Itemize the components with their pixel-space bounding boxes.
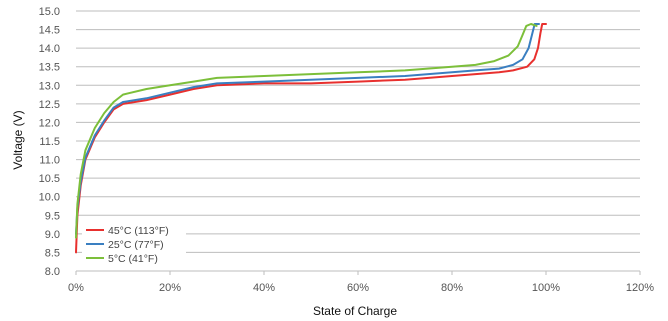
series-line-0 [75,23,547,254]
series-line-2 [75,23,538,239]
y-tick-label: 12.5 [39,99,60,111]
y-tick-label: 8.0 [45,266,60,278]
x-tick-label: 40% [253,282,275,294]
y-tick-label: 9.0 [45,229,60,241]
y-tick-label: 10.5 [39,173,60,185]
legend: 45°C (113°F) 25°C (77°F) 5°C (41°F) [82,219,186,267]
y-tick-label: 14.5 [39,25,60,37]
legend-label-1: 25°C (77°F) [108,239,164,251]
y-axis-ticks: 8.0 8.5 9.0 9.5 10.0 10.5 11.0 11.5 12.0 12.5 13.0… [39,6,60,278]
x-tick-label: 120% [626,282,654,294]
series-lines [75,23,547,254]
x-tick-label: 0% [68,282,84,294]
x-axis-ticks: 0% 20% 40% 60% 80% 100% 120% [68,271,654,294]
y-tick-label: 11.0 [39,155,60,167]
y-tick-label: 12.0 [39,117,60,129]
y-tick-label: 14.0 [39,43,60,55]
x-tick-label: 100% [532,282,560,294]
x-axis-title: State of Charge [313,304,397,318]
x-tick-label: 60% [347,282,369,294]
series-line-1 [75,23,540,235]
y-tick-label: 8.5 [45,247,60,259]
y-tick-label: 13.0 [39,80,60,92]
y-axis-title: Voltage (V) [11,110,25,169]
x-tick-label: 20% [159,282,181,294]
legend-label-0: 45°C (113°F) [108,225,169,237]
legend-label-2: 5°C (41°F) [108,253,158,265]
y-tick-label: 13.5 [39,62,60,74]
y-tick-label: 11.5 [39,136,60,148]
y-tick-label: 9.5 [45,210,60,222]
y-tick-label: 15.0 [39,6,60,18]
y-tick-label: 10.0 [39,192,60,204]
x-tick-label: 80% [441,282,463,294]
